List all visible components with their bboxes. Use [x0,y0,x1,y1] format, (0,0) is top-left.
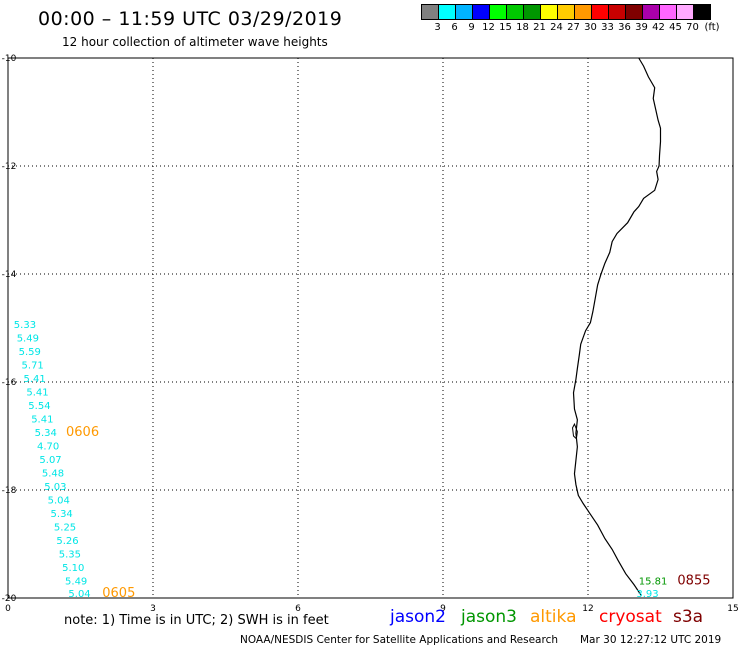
legend-label: 27 [567,22,580,33]
legend-labels: 3 6 9 12 15 18 21 24 27 30 33 36 39 42 45 70 (ft) [421,22,723,33]
legend-color-bar [421,4,723,20]
swh-value: 5.35 [59,550,81,561]
coastal-island [572,422,578,440]
map-title: 00:00 – 11:59 UTC 03/29/2019 [38,8,343,30]
legend-label: 6 [451,22,458,33]
swh-value: 5.33 [14,320,36,331]
credit-line: NOAA/NESDIS Center for Satellite Applica… [240,634,558,646]
wave-height-legend: 3 6 9 12 15 18 21 24 27 30 33 36 39 42 45 70 (ft) [421,4,723,33]
satellite-s3a: s3a [673,607,704,627]
legend-label: 39 [635,22,648,33]
legend-label: 36 [618,22,631,33]
pass-time-label: 0855 [677,574,710,589]
satellite-jason2: jason2 [390,607,446,627]
swh-value: 5.34 [35,428,57,439]
satellite-cryosat: cryosat [599,607,662,627]
lon-tick-label: 15 [727,604,738,614]
legend-label: 21 [533,22,546,33]
swh-value: 5.25 [54,523,76,534]
legend-label: 45 [669,22,682,33]
lat-tick-label: -18 [2,486,17,496]
lat-tick-label: -10 [2,54,17,64]
legend-unit: (ft) [704,22,720,33]
satellite-altika: altika [530,607,577,627]
legend-label: 70 [686,22,699,33]
footer-note: note: 1) Time is in UTC; 2) SWH is in fe… [64,613,329,628]
map-frame [7,57,734,599]
swh-value: 5.41 [31,415,53,426]
swh-value: 5.71 [22,361,44,372]
swh-value: 5.03 [44,482,66,493]
swh-value: 3.93 [636,589,658,600]
pass-time-label: 0606 [66,425,99,440]
legend-label: 9 [468,22,475,33]
satellite-jason3: jason3 [461,607,517,627]
swh-value: 5.07 [39,455,61,466]
swh-value: 5.41 [23,374,45,385]
coastline [572,57,662,596]
map-subtitle: 12 hour collection of altimeter wave hei… [62,35,328,49]
swh-value: 5.54 [28,401,50,412]
lon-tick-label: 3 [150,604,156,614]
swh-value: 4.70 [37,442,59,453]
generated-timestamp: Mar 30 12:27:12 UTC 2019 [580,634,722,646]
lon-tick-label: 0 [5,604,11,614]
legend-swatch-16 [693,4,711,20]
swh-value: 15.81 [639,577,668,588]
legend-label: 15 [499,22,512,33]
swh-value: 5.59 [19,347,41,358]
lat-tick-label: -12 [2,162,17,172]
swh-value: 5.48 [42,469,64,480]
swh-value: 5.04 [48,496,70,507]
swh-value: 5.10 [62,563,84,574]
lon-tick-label: 6 [295,604,301,614]
swh-value: 5.26 [56,536,78,547]
swh-value: 5.41 [26,388,48,399]
legend-label: 3 [434,22,441,33]
legend-label: 18 [516,22,529,33]
swh-value: 5.34 [51,509,73,520]
legend-label: 33 [601,22,614,33]
lat-tick-label: -20 [2,594,17,604]
pass-time-label: 0605 [102,586,135,601]
swh-value: 5.49 [65,577,87,588]
legend-label: 42 [652,22,665,33]
lon-tick-label: 12 [582,604,593,614]
legend-label: 12 [482,22,495,33]
legend-label: 30 [584,22,597,33]
lon-tick-label: 9 [440,604,446,614]
lat-tick-label: -14 [2,270,17,280]
swh-value: 5.04 [68,589,90,600]
legend-label: 24 [550,22,563,33]
swh-value: 5.49 [17,334,39,345]
lat-tick-label: -16 [2,378,17,388]
